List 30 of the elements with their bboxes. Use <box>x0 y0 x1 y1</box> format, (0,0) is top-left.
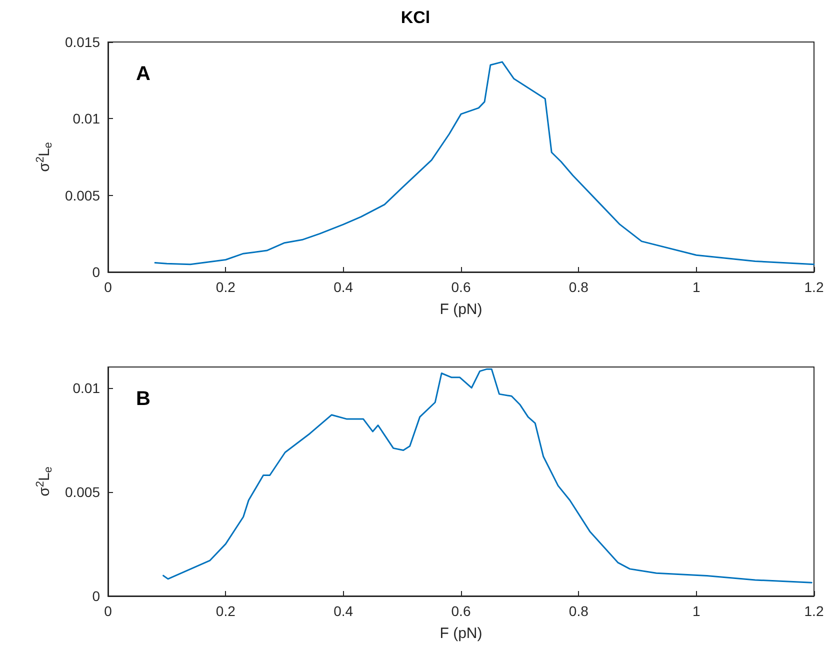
x-tick-label: 0 <box>104 279 112 295</box>
line-series <box>154 61 815 266</box>
x-tick-label: 1 <box>692 603 700 619</box>
line-series <box>162 368 812 584</box>
annotation: A <box>136 63 150 85</box>
x-tick-label: 0.4 <box>334 603 354 619</box>
x-tick-label: 0.2 <box>216 603 236 619</box>
x-tick-label: 0.6 <box>451 279 471 295</box>
chart-title: KCl <box>400 8 430 27</box>
x-axis-title: F (pN) <box>440 625 482 642</box>
y-tick-label: 0.01 <box>72 380 100 396</box>
y-tick-label: 0.01 <box>72 110 100 127</box>
annotation: B <box>136 388 150 410</box>
x-tick-label: 0.8 <box>568 603 589 619</box>
x-tick-label: 1 <box>692 279 700 295</box>
x-tick-label: 0.6 <box>451 603 471 619</box>
y-tick-label: 0.005 <box>64 484 100 500</box>
x-tick-label: 1.2 <box>804 603 824 619</box>
y-tick-label: 0.005 <box>64 187 100 204</box>
x-tick-label: 0.8 <box>568 279 589 295</box>
y-axis-title: σ2Le <box>34 466 55 496</box>
x-tick-label: 1.2 <box>804 279 824 295</box>
x-tick-label: 0.2 <box>216 279 236 295</box>
x-tick-label: 0.4 <box>334 279 354 295</box>
y-tick-label: 0.015 <box>64 34 100 50</box>
y-axis-title: σ2Le <box>34 142 55 172</box>
y-tick-label: 0 <box>92 588 100 604</box>
x-tick-label: 0 <box>104 603 112 619</box>
y-tick-label: 0 <box>92 264 100 280</box>
x-axis-title: F (pN) <box>440 301 482 318</box>
